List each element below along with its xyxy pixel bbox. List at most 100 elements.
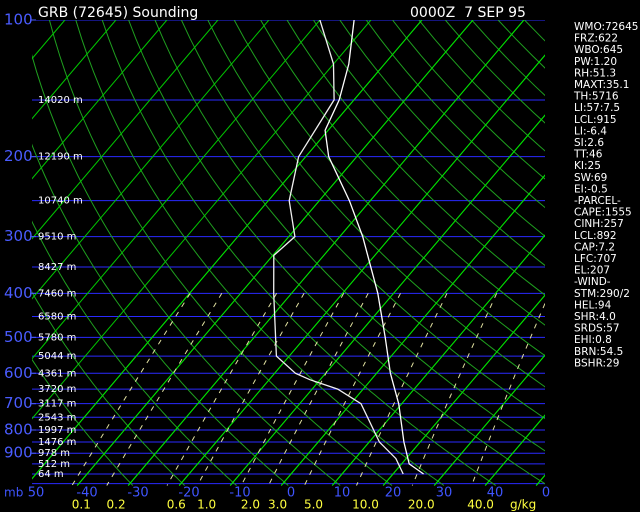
isotherm: [127, 20, 525, 486]
index-text: STM:290/2: [574, 288, 630, 300]
height-label: 6580 m: [38, 312, 76, 323]
dry-adiabat: [154, 20, 545, 452]
dry-adiabat: [32, 53, 341, 486]
index-text: EL:207: [574, 265, 610, 277]
dry-adiabat: [32, 291, 185, 486]
dry-adiabat: [339, 20, 545, 237]
pressure-label: 800: [4, 421, 33, 439]
dry-adiabat: [32, 358, 134, 486]
index-text: TT:46: [573, 149, 603, 161]
dry-adiabat: [233, 20, 545, 357]
mixing-ratio-line: [106, 293, 223, 486]
index-text: HEL:94: [574, 299, 612, 311]
mixing-ratio-line: [166, 293, 278, 486]
temperature-label: 10: [334, 486, 351, 501]
index-text: PW:1.20: [574, 56, 617, 68]
dry-adiabat: [180, 20, 545, 420]
isotherm: [0, 20, 14, 485]
mixing-ratio-label: 3.0: [268, 498, 287, 512]
height-label: 12190 m: [38, 152, 83, 163]
height-label: 10740 m: [38, 196, 83, 207]
mixing-ratio-label: 5.0: [304, 498, 323, 512]
index-text: LCL:915: [574, 114, 617, 126]
height-label: 8427 m: [38, 262, 76, 273]
mixing-ratio-label: 0.2: [107, 498, 126, 512]
index-text: BRN:54.5: [574, 346, 623, 358]
dry-adiabat: [48, 20, 393, 486]
mixing-ratio-line: [240, 293, 345, 486]
mixing-unit: g/kg: [510, 498, 536, 512]
time: 0000Z 7 SEP 95: [410, 5, 526, 21]
isotherm: [32, 20, 372, 420]
temperature-label: 0: [287, 486, 295, 501]
temperature-label: -30: [127, 486, 148, 501]
index-text: EHI:0.8: [574, 334, 612, 346]
index-text: CAP:7.2: [574, 241, 615, 253]
temperature-label: -20: [178, 486, 199, 501]
mixing-ratio-label: 40.0: [467, 498, 494, 512]
index-text: -WIND-: [574, 276, 611, 288]
dry-adiabat: [286, 20, 545, 296]
mixing-ratio-line: [268, 293, 369, 486]
plot-background: [0, 20, 545, 486]
index-text: WBO:645: [574, 44, 623, 56]
isotherm: [32, 20, 168, 180]
height-label: 3117 m: [38, 399, 76, 410]
isotherm: [32, 20, 219, 240]
mixing-ratio-label: 10.0: [352, 498, 379, 512]
height-label: 5044 m: [38, 351, 76, 362]
dewpoint-line: [273, 20, 404, 475]
index-text: LI:-6.4: [574, 125, 607, 137]
mixing-ratio-label: 1.0: [197, 498, 216, 512]
height-label: 978 m: [38, 448, 70, 459]
temperature-label: -10: [229, 486, 250, 501]
mixing-ratio-label: 20.0: [408, 498, 435, 512]
height-label: 512 m: [38, 459, 70, 470]
temperature-label: 40: [487, 486, 504, 501]
pressure-label: 100: [4, 11, 33, 29]
mixing-ratio-label: 2.0: [241, 498, 260, 512]
index-text: FRZ:622: [574, 33, 618, 45]
mixing-ratio-line: [356, 293, 448, 486]
pressure-label: 700: [4, 394, 33, 412]
height-label: 2543 m: [38, 412, 76, 423]
mixing-ratio-line: [196, 293, 305, 486]
isotherm: [280, 174, 545, 486]
isotherm: [178, 54, 545, 486]
height-label: 5780 m: [38, 332, 76, 343]
pressure-label: 600: [4, 364, 33, 382]
isotherm: [229, 114, 545, 486]
isotherm: [76, 20, 474, 486]
mixing-ratio-label: 0.6: [167, 498, 186, 512]
index-text: RH:51.3: [574, 67, 616, 79]
index-text: LCL:892: [574, 230, 617, 242]
pressure-label: 200: [4, 147, 33, 165]
index-text: SI:2.6: [574, 137, 604, 149]
isotherm: [32, 20, 270, 300]
height-label: 3720 m: [38, 384, 76, 395]
isotherm: [32, 20, 117, 120]
dry-adiabat: [75, 20, 445, 486]
index-text: LI:57:7.5: [574, 102, 620, 114]
index-text: WMO:72645: [574, 21, 638, 33]
title: GRB (72645) Sounding: [38, 5, 198, 21]
height-label: 7460 m: [38, 288, 76, 299]
isotherm: [331, 234, 545, 486]
isotherm: [433, 354, 545, 486]
dry-adiabat: [101, 20, 496, 486]
temperature-label: 30: [436, 486, 453, 501]
index-text: -PARCEL-: [574, 195, 621, 207]
height-label: 4361 m: [38, 368, 76, 379]
dry-adiabat: [128, 20, 545, 485]
height-label: 1476 m: [38, 437, 76, 448]
mixing-ratio-line: [303, 293, 401, 486]
isotherm: [32, 20, 423, 480]
index-text: SW:69: [574, 172, 607, 184]
temperature-label: 20: [385, 486, 402, 501]
height-label: 64 m: [38, 469, 64, 480]
mixing-ratio-label: 0.1: [72, 498, 91, 512]
index-text: CAPE:1555: [574, 207, 632, 219]
index-text: MAXT:35.1: [574, 79, 629, 91]
dry-adiabat: [207, 20, 545, 388]
